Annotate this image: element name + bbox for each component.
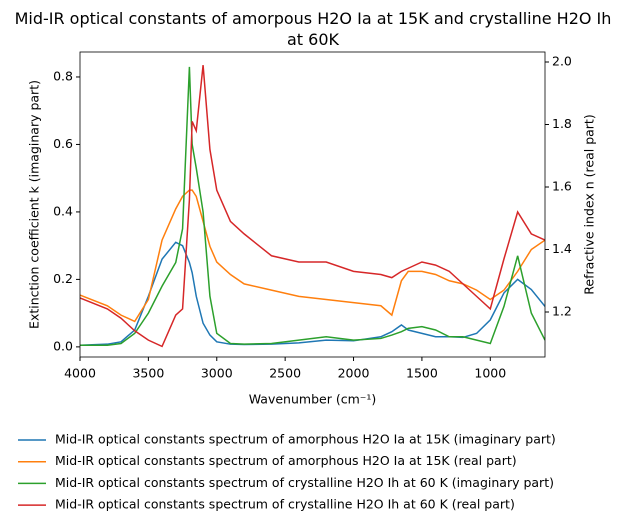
y2-tick-label: 1.8 (552, 116, 572, 131)
legend-label: Mid-IR optical constants spectrum of amo… (55, 453, 517, 468)
x-tick-label: 3000 (201, 366, 233, 381)
y-tick-label: 0.2 (53, 271, 73, 286)
y2-tick-label: 1.2 (552, 304, 572, 319)
legend-label: Mid-IR optical constants spectrum of cry… (55, 475, 554, 490)
y-tick-label: 0.8 (53, 68, 73, 83)
chart-title: Mid-IR optical constants of amorpous H2O… (14, 9, 612, 49)
x-tick-label: 3500 (132, 366, 164, 381)
legend-label: Mid-IR optical constants spectrum of cry… (55, 497, 515, 512)
data-line (80, 66, 545, 346)
y2-tick-label: 1.4 (552, 241, 572, 256)
x-tick-label: 1000 (474, 366, 506, 381)
y2-tick-label: 2.0 (552, 54, 572, 69)
y-tick-label: 0.0 (53, 338, 73, 353)
x-axis-label: Wavenumber (cm⁻¹) (249, 392, 376, 407)
x-tick-label: 2000 (338, 366, 370, 381)
data-line (80, 189, 545, 323)
data-line (80, 241, 545, 346)
y-tick-label: 0.4 (53, 203, 73, 218)
plot-frame (79, 51, 546, 358)
y2-tick-label: 1.6 (552, 179, 572, 194)
x-tick-label: 4000 (64, 366, 96, 381)
legend-label: Mid-IR optical constants spectrum of amo… (55, 432, 556, 447)
y-axis-label: Extinction coefficient k (imaginary part… (27, 80, 42, 329)
y2-axis-label: Refractive index n (real part) (582, 114, 597, 294)
x-tick-label: 1500 (406, 366, 438, 381)
y-tick-label: 0.6 (53, 136, 73, 151)
x-tick-label: 2500 (269, 366, 301, 381)
data-line (80, 65, 545, 348)
